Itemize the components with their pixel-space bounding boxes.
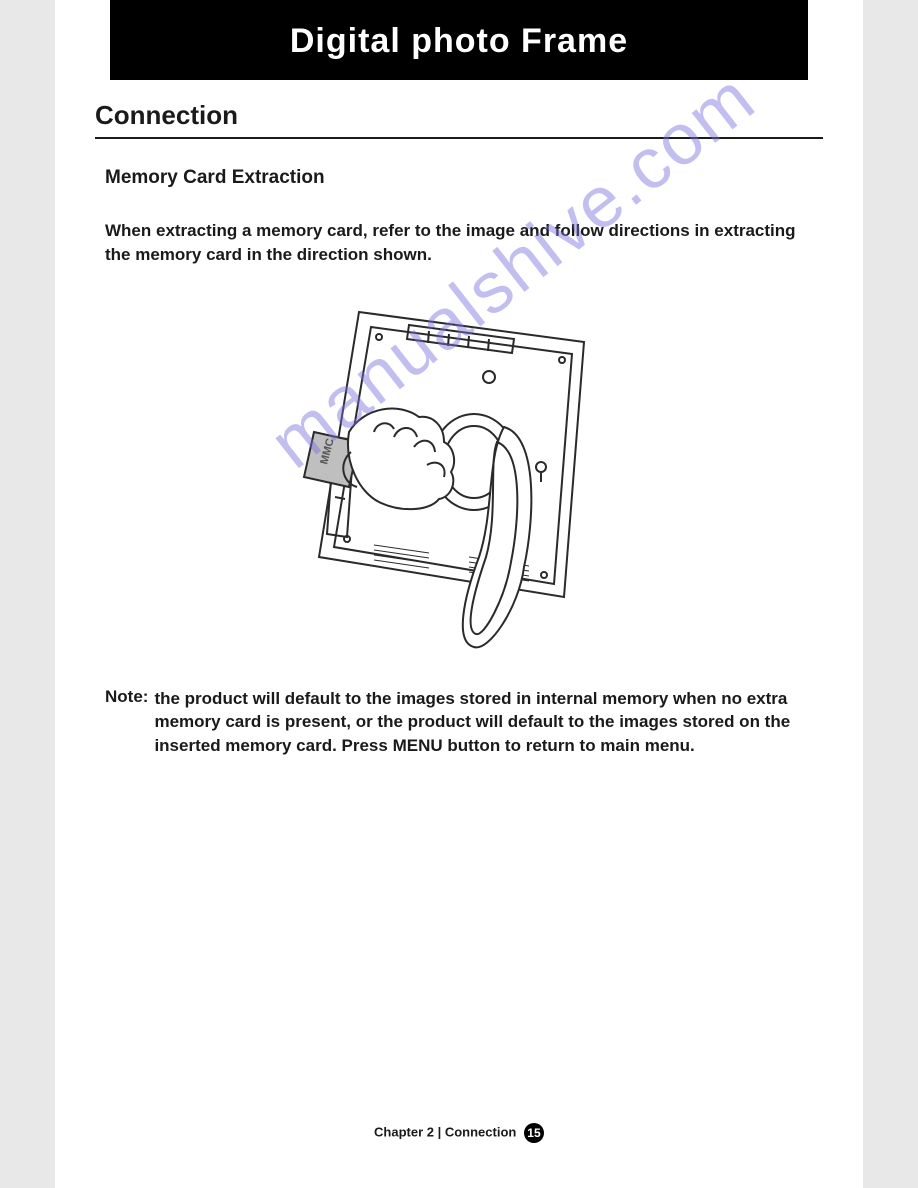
subsection-title: Memory Card Extraction	[105, 167, 823, 189]
content-area: Connection Memory Card Extraction When e…	[95, 100, 823, 758]
footer-chapter: Chapter 2 | Connection	[374, 1124, 516, 1139]
section-title: Connection	[95, 100, 823, 139]
header-title: Digital photo Frame	[55, 22, 863, 61]
page: Digital photo Frame Connection Memory Ca…	[55, 0, 863, 1188]
note-body: the product will default to the images s…	[154, 687, 813, 758]
page-number: 15	[524, 1123, 544, 1143]
note-block: Note: the product will default to the im…	[105, 687, 813, 758]
footer: Chapter 2 | Connection 15	[55, 1123, 863, 1143]
device-svg: MMC	[279, 287, 639, 657]
device-illustration: MMC	[279, 287, 639, 657]
note-label: Note:	[105, 687, 154, 758]
body-text: When extracting a memory card, refer to …	[105, 219, 813, 267]
